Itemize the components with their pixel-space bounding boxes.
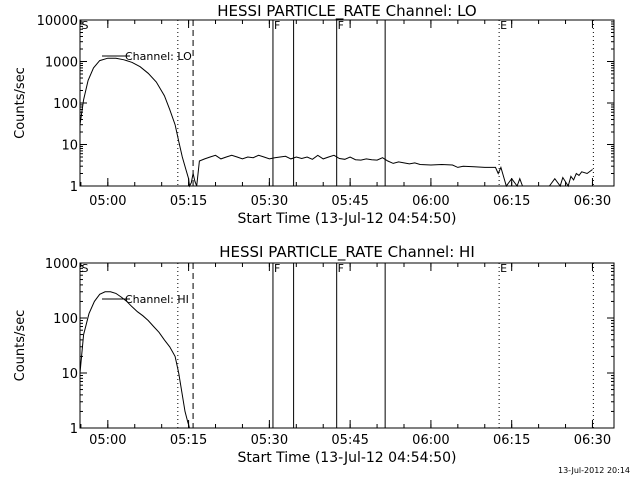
chart2-event-marker-label: S <box>81 262 88 275</box>
chart1-y-tick-label: 100 <box>53 97 78 112</box>
chart1-series-line <box>79 57 593 188</box>
chart1-event-marker-label: E <box>500 19 507 32</box>
chart2-y-tick-label: 10 <box>61 367 78 382</box>
chart1-x-tick-label: 05:30 <box>251 194 288 209</box>
chart1-x-tick-label: 05:15 <box>170 194 207 209</box>
chart2-legend-label: Channel: HI <box>125 293 189 306</box>
chart2-y-axis-label: Counts/sec <box>13 310 28 382</box>
chart2-x-tick-label: 05:45 <box>331 433 368 448</box>
chart1-x-tick-label: 06:15 <box>493 194 530 209</box>
chart1-x-tick-label: 05:00 <box>89 194 126 209</box>
chart2-x-tick-label: 06:15 <box>493 433 530 448</box>
chart2-event-marker-label: F <box>274 262 280 275</box>
chart2-y-tick-label: 1 <box>70 422 78 437</box>
chart2-event-marker-label: E <box>500 262 507 275</box>
chart2-event-marker-label: F <box>338 262 344 275</box>
chart1-x-axis-label: Start Time (13-Jul-12 04:54:50) <box>237 211 456 227</box>
chart1-x-tick-label: 06:30 <box>574 194 611 209</box>
chart2-x-tick-label: 05:30 <box>251 433 288 448</box>
chart1-plot-frame <box>79 19 615 187</box>
chart1-y-tick-label: 1 <box>70 180 78 195</box>
chart2-x-tick-label: 06:00 <box>412 433 449 448</box>
footer-timestamp: 13-Jul-2012 20:14 <box>557 466 630 475</box>
chart1-event-marker-label: F <box>274 19 280 32</box>
chart2-x-axis-label: Start Time (13-Jul-12 04:54:50) <box>237 450 456 466</box>
chart2-y-tick-label: 1000 <box>45 257 78 272</box>
chart1-y-axis-label: Counts/sec <box>13 67 28 139</box>
chart2-series-line <box>79 291 190 429</box>
chart1-x-tick-label: 05:45 <box>331 194 368 209</box>
chart1-y-tick-label: 10000 <box>37 14 78 29</box>
chart1-event-marker-label: F <box>338 19 344 32</box>
chart2-y-tick-label: 100 <box>53 312 78 327</box>
chart2-x-tick-label: 05:00 <box>89 433 126 448</box>
chart1-x-tick-label: 06:00 <box>412 194 449 209</box>
chart2-x-tick-label: 06:30 <box>574 433 611 448</box>
chart1-event-marker-label: S <box>81 19 88 32</box>
chart1-y-tick-label: 1000 <box>45 56 78 71</box>
chart1-title: HESSI PARTICLE_RATE Channel: LO <box>217 2 476 21</box>
chart2-plot-frame <box>79 262 615 429</box>
chart1-y-tick-label: 10 <box>61 139 78 154</box>
chart1-legend-label: Channel: LO <box>125 50 192 63</box>
chart2-title: HESSI PARTICLE_RATE Channel: HI <box>219 243 475 262</box>
chart2-x-tick-label: 05:15 <box>170 433 207 448</box>
